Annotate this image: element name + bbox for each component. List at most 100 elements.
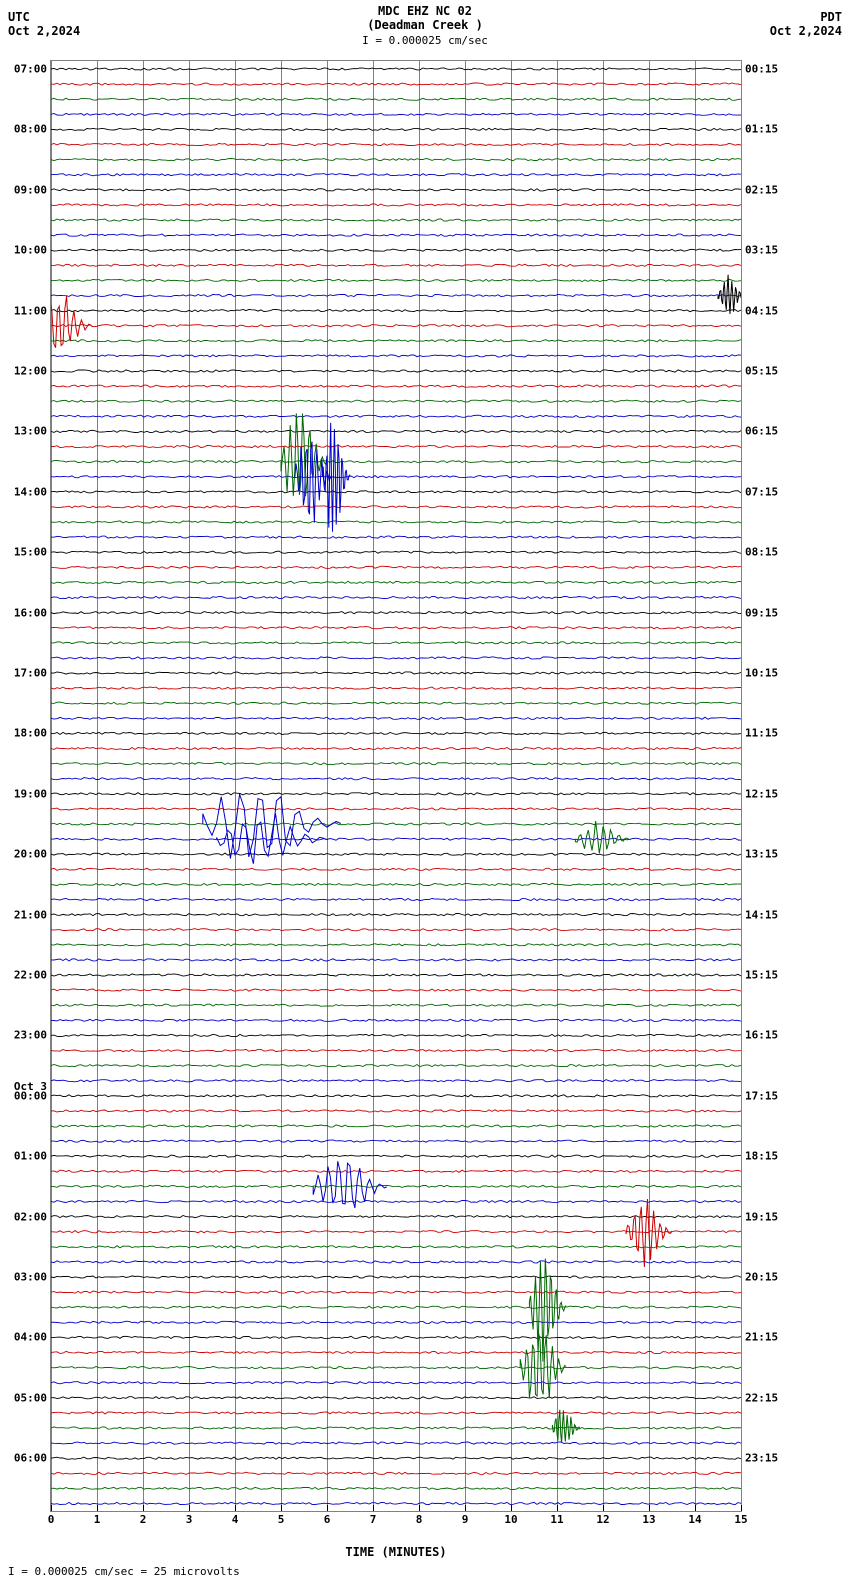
x-tick-label: 13 [642, 1513, 655, 1526]
utc-time-label: 01:00 [14, 1150, 47, 1163]
trace-line [51, 868, 741, 870]
trace-line [51, 204, 741, 206]
pdt-time-label: 23:15 [745, 1452, 778, 1465]
pdt-time-label: 19:15 [745, 1210, 778, 1223]
trace-line [51, 159, 741, 161]
pdt-time-label: 15:15 [745, 969, 778, 982]
trace-line [51, 219, 741, 221]
x-axis-label: TIME (MINUTES) [345, 1545, 446, 1559]
trace-line [51, 657, 741, 659]
x-tick-mark [373, 1505, 374, 1511]
trace-line [51, 415, 741, 417]
trace-line [51, 445, 741, 447]
trace-line [51, 1472, 741, 1474]
trace-line [51, 400, 741, 402]
pdt-time-label: 06:15 [745, 425, 778, 438]
trace-line [51, 1004, 741, 1006]
trace-line [51, 1246, 741, 1248]
pdt-time-label: 09:15 [745, 606, 778, 619]
grid-vertical [741, 61, 742, 1511]
trace-line [51, 370, 741, 372]
trace-line [51, 1049, 741, 1051]
x-tick-mark [281, 1505, 282, 1511]
seismic-event [626, 1199, 672, 1267]
utc-time-label: 03:00 [14, 1271, 47, 1284]
trace-line [51, 249, 741, 251]
trace-line [51, 264, 741, 266]
x-tick-label: 15 [734, 1513, 747, 1526]
trace-line [51, 1367, 741, 1369]
trace-line [51, 596, 741, 598]
trace-line [51, 1095, 741, 1097]
utc-time-label: 04:00 [14, 1331, 47, 1344]
station-title: MDC EHZ NC 02 [378, 4, 472, 18]
seismic-event [552, 1410, 580, 1443]
pdt-time-label: 17:15 [745, 1089, 778, 1102]
trace-line [51, 1306, 741, 1308]
footer-scale: I = 0.000025 cm/sec = 25 microvolts [8, 1565, 240, 1578]
utc-time-label: 21:00 [14, 908, 47, 921]
trace-line [51, 128, 741, 130]
trace-line [51, 476, 741, 478]
trace-line [51, 551, 741, 553]
x-tick-label: 0 [48, 1513, 55, 1526]
trace-line [51, 310, 741, 312]
pdt-time-label: 21:15 [745, 1331, 778, 1344]
date-left: Oct 2,2024 [8, 24, 80, 38]
trace-line [51, 612, 741, 614]
trace-line [51, 974, 741, 976]
trace-line [51, 1412, 741, 1414]
x-tick-label: 7 [370, 1513, 377, 1526]
trace-line [51, 672, 741, 674]
utc-time-label: 08:00 [14, 123, 47, 136]
x-tick-mark [189, 1505, 190, 1511]
trace-line [51, 1487, 741, 1489]
trace-line [51, 763, 741, 765]
trace-line [51, 1170, 741, 1172]
trace-line [51, 702, 741, 704]
trace-line [51, 959, 741, 961]
trace-line [51, 944, 741, 946]
trace-line [51, 1125, 741, 1127]
utc-time-label: 10:00 [14, 244, 47, 257]
x-tick-label: 3 [186, 1513, 193, 1526]
pdt-time-label: 18:15 [745, 1150, 778, 1163]
x-tick-mark [327, 1505, 328, 1511]
trace-line [51, 1276, 741, 1278]
pdt-time-label: 03:15 [745, 244, 778, 257]
trace-line [51, 1457, 741, 1459]
trace-line [51, 883, 741, 885]
seismogram-plot: TIME (MINUTES) 07:0008:0009:0010:0011:00… [50, 60, 742, 1512]
utc-time-label: 16:00 [14, 606, 47, 619]
trace-line [51, 989, 741, 991]
seismic-event [575, 821, 630, 853]
trace-line [51, 355, 741, 357]
utc-time-label: 12:00 [14, 365, 47, 378]
trace-line [51, 294, 741, 296]
trace-line [51, 1397, 741, 1399]
trace-line [51, 838, 741, 840]
x-tick-mark [235, 1505, 236, 1511]
x-tick-label: 6 [324, 1513, 331, 1526]
trace-line [51, 234, 741, 236]
utc-time-label: 02:00 [14, 1210, 47, 1223]
trace-line [51, 793, 741, 795]
x-tick-mark [649, 1505, 650, 1511]
seismic-event [529, 1259, 566, 1362]
pdt-time-label: 00:15 [745, 63, 778, 76]
trace-line [51, 929, 741, 931]
trace-line [51, 823, 741, 825]
utc-time-label: 23:00 [14, 1029, 47, 1042]
trace-line [51, 340, 741, 342]
x-tick-mark [557, 1505, 558, 1511]
trace-line [51, 898, 741, 900]
trace-line [51, 627, 741, 629]
trace-line [51, 1080, 741, 1082]
trace-line [51, 566, 741, 568]
trace-line [51, 732, 741, 734]
trace-line [51, 385, 741, 387]
utc-time-label: 22:00 [14, 969, 47, 982]
date-right: Oct 2,2024 [770, 24, 842, 38]
trace-line [51, 521, 741, 523]
trace-line [51, 143, 741, 145]
